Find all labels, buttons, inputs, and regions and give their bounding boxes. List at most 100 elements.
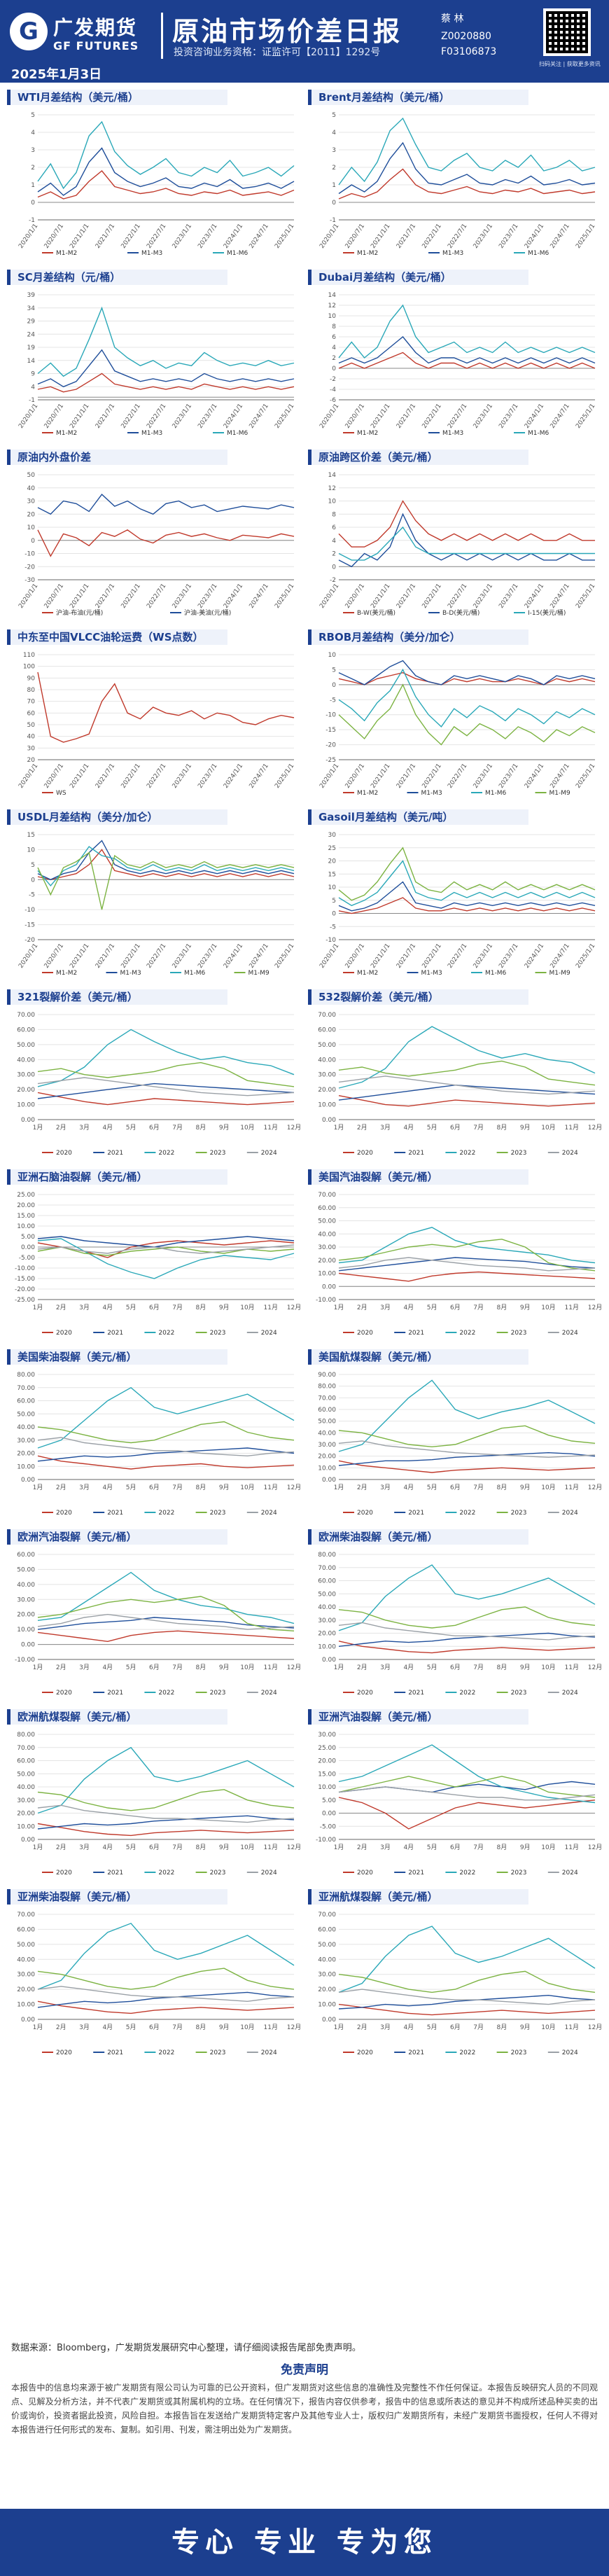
analyst-name: 蔡 林 (441, 13, 464, 25)
series-line (37, 1455, 295, 1470)
x-tick-label: 5月 (126, 2024, 136, 2031)
series-line (37, 1991, 295, 2008)
series-line (37, 1029, 295, 1087)
x-tick-label: 8月 (196, 2024, 206, 2031)
y-tick-label: 40.00 (17, 1784, 35, 1791)
y-tick-label: 10 (328, 499, 337, 506)
legend-label: 2020 (56, 1150, 72, 1157)
x-tick-label: 2023/1/1 (172, 403, 193, 430)
legend-label: 2023 (511, 1870, 527, 1877)
y-tick-label: 29 (27, 319, 36, 326)
y-tick-label: 9 (31, 371, 35, 378)
x-tick-label: 2020/7/1 (344, 942, 366, 970)
x-tick-label: 11月 (264, 1484, 278, 1491)
legend-label: 2022 (158, 1510, 174, 1517)
legend-label: 2023 (511, 1330, 527, 1337)
legend-label: B-D(美元/桶) (442, 608, 479, 617)
legend-label: 2022 (158, 1690, 174, 1697)
x-tick-label: 2月 (357, 1844, 368, 1851)
y-tick-label: 60.00 (318, 1205, 336, 1212)
x-tick-label: 1月 (33, 1124, 43, 1132)
x-tick-label: 2023/7/1 (498, 942, 519, 970)
x-tick-label: 10月 (541, 1664, 555, 1671)
x-tick-label: 2024/1/1 (223, 223, 244, 250)
x-tick-label: 10月 (541, 1484, 555, 1491)
y-tick-label: 10 (27, 524, 36, 531)
x-tick-label: 1月 (334, 1484, 344, 1491)
x-tick-label: 2024/7/1 (549, 403, 570, 430)
qr-code-icon[interactable] (543, 8, 591, 56)
legend-label: 2021 (107, 1870, 123, 1877)
y-tick-label: 30.00 (318, 1732, 336, 1739)
x-tick-label: 8月 (497, 1484, 507, 1491)
y-tick-label: 50 (27, 472, 36, 479)
data-source-note: 数据来源：Bloomberg，广发期货发展研究中心整理，请仔细阅读报告尾部免责声… (11, 2343, 361, 2353)
y-tick-label: 60 (27, 710, 36, 717)
series-line (338, 1257, 596, 1272)
x-tick-label: 3月 (380, 1484, 391, 1491)
y-tick-label: 20.00 (17, 1202, 35, 1209)
y-tick-label: 5 (31, 862, 35, 869)
x-tick-label: 1月 (334, 1664, 344, 1671)
y-tick-label: 24 (27, 331, 36, 338)
series-line (37, 1421, 295, 1444)
chart-title: 亚洲汽油裂解（美元/桶） (308, 1709, 528, 1725)
x-tick-label: 2020/7/1 (344, 223, 366, 250)
y-tick-label: 0 (332, 911, 336, 918)
y-tick-label: 80.00 (17, 1732, 35, 1739)
x-tick-label: 5月 (427, 1304, 438, 1311)
x-tick-label: 2月 (56, 2024, 66, 2031)
y-tick-label: 60.00 (17, 1552, 35, 1559)
x-tick-label: 2023/7/1 (197, 763, 218, 790)
y-tick-label: 14 (328, 472, 337, 479)
x-tick-label: 3月 (380, 2024, 391, 2031)
series-line (338, 1026, 596, 1089)
x-tick-label: 6月 (149, 1484, 160, 1491)
series-line (37, 1386, 295, 1449)
legend-label: 2022 (459, 1330, 475, 1337)
series-line (338, 1564, 596, 1631)
x-tick-label: 12月 (287, 1124, 301, 1132)
y-tick-label: 60.00 (17, 1758, 35, 1765)
x-tick-label: 6月 (450, 1664, 461, 1671)
y-tick-label: 40.00 (318, 1231, 336, 1238)
x-tick-label: 5月 (126, 1664, 136, 1671)
x-tick-label: 2021/7/1 (396, 763, 417, 790)
x-tick-label: 2月 (56, 1304, 66, 1311)
legend-label: M1-M6 (227, 250, 248, 257)
legend-label: 2020 (56, 2049, 72, 2056)
x-tick-label: 5月 (427, 1484, 438, 1491)
legend-label: M1-M2 (357, 790, 378, 797)
x-tick-label: 2024/7/1 (248, 403, 270, 430)
y-tick-label: -20.00 (15, 1286, 35, 1293)
chart-svg: 70.0060.0050.0040.0030.0020.0010.000.001… (318, 1912, 602, 2056)
y-tick-label: 70.00 (318, 1012, 336, 1019)
y-tick-label: 20 (27, 511, 36, 518)
y-tick-label: 10.00 (17, 1102, 35, 1109)
x-tick-label: 2022/7/1 (146, 223, 167, 250)
series-line (37, 1804, 295, 1823)
y-tick-label: 0 (31, 877, 35, 884)
legend-label: 2020 (56, 1330, 72, 1337)
legend-label: 2022 (459, 1690, 475, 1697)
x-tick-label: 5月 (126, 1304, 136, 1311)
x-tick-label: 2024/7/1 (549, 942, 570, 970)
y-tick-label: 10.00 (17, 1823, 35, 1830)
x-tick-label: 2020/1/1 (318, 403, 340, 430)
legend-label: 2021 (107, 1150, 123, 1157)
series-line (37, 529, 295, 557)
x-tick-label: 11月 (565, 1484, 579, 1491)
x-tick-label: 2024/1/1 (223, 583, 244, 610)
x-tick-label: 2023/7/1 (197, 403, 218, 430)
legend-label: 2021 (408, 1690, 424, 1697)
series-line (338, 1271, 596, 1282)
x-tick-label: 7月 (473, 1484, 484, 1491)
x-tick-label: 12月 (588, 1484, 602, 1491)
series-line (338, 1606, 596, 1629)
legend-label: M1-M3 (120, 970, 141, 977)
x-tick-label: 1月 (33, 1484, 43, 1491)
legend-label: 2020 (357, 1330, 373, 1337)
series-line (338, 668, 596, 727)
